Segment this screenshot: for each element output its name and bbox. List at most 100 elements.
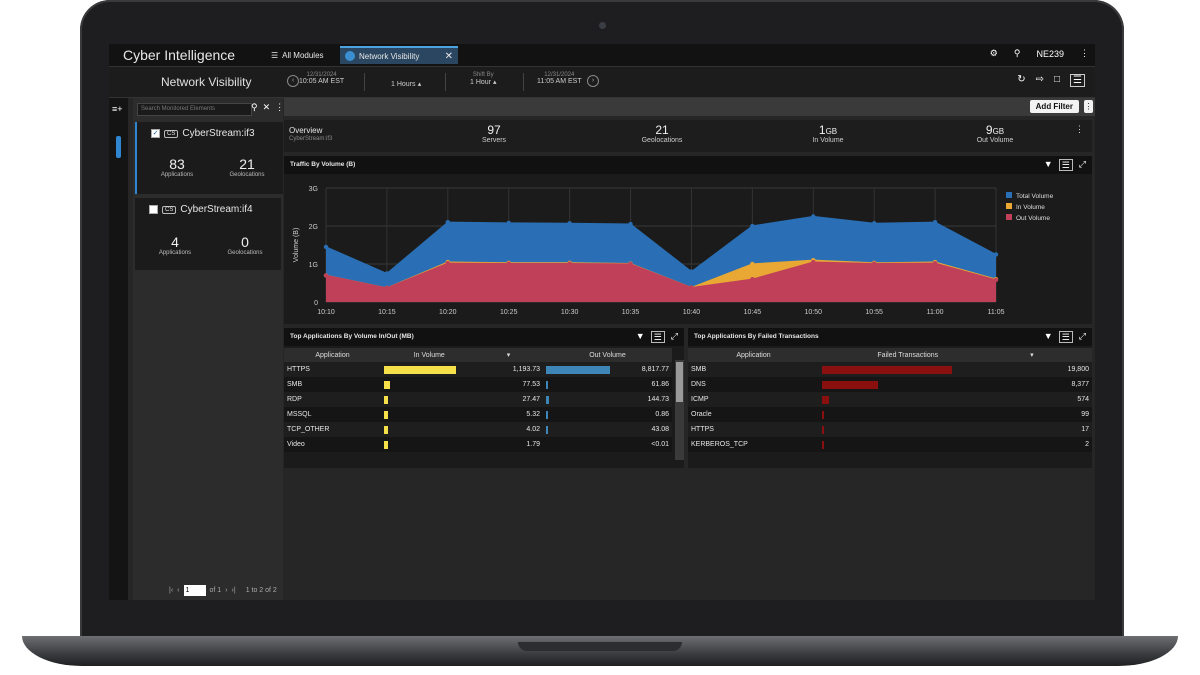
out-bar-cell — [543, 392, 619, 407]
panel-header: Top Applications By Failed Transactions … — [688, 328, 1092, 346]
first-page-icon[interactable]: |‹ — [169, 587, 174, 594]
filter-icon[interactable]: ▼ — [635, 331, 645, 341]
geolocations-label: Geolocations — [229, 172, 265, 178]
data-point — [445, 261, 451, 266]
column-header[interactable]: Application — [284, 348, 381, 362]
table-row[interactable]: RDP 27.47 144.73 — [284, 392, 672, 407]
table-row[interactable]: KERBEROS_TCP 2 — [688, 437, 1092, 452]
search-input[interactable]: Search Monitored Elements — [137, 103, 252, 116]
failed-bar-cell — [819, 422, 995, 437]
data-point — [689, 269, 694, 274]
shift-select[interactable]: Shift By 1 Hour ▴ — [470, 72, 496, 86]
filter-more-icon[interactable]: ⋮ — [1084, 100, 1093, 113]
element-card[interactable]: ✓ CS CyberStream:if3 83 Applications 21 … — [135, 122, 283, 194]
search-icon[interactable]: ⚲ — [1013, 48, 1021, 58]
failed-transactions-value: 17 — [995, 422, 1092, 437]
failed-bar-cell — [819, 392, 995, 407]
applications-label: Applications — [160, 172, 194, 178]
toolbar-icons: ↻ ⇨ □ ☰ — [1017, 74, 1085, 87]
column-header[interactable]: Application — [688, 348, 819, 362]
failed-bar-cell — [819, 377, 995, 392]
table-row[interactable]: Oracle 99 — [688, 407, 1092, 422]
series-line — [325, 261, 997, 289]
table-row[interactable]: ICMP 574 — [688, 392, 1092, 407]
menu-icon[interactable]: ☰ — [1058, 159, 1073, 171]
menu-icon[interactable]: ☰ — [1058, 331, 1073, 343]
add-filter-button[interactable]: Add Filter — [1029, 100, 1079, 113]
app-name: DNS — [688, 377, 819, 392]
data-point — [932, 220, 938, 225]
start-date: 12/31/2024 — [306, 72, 337, 78]
page-input[interactable]: 1 — [183, 585, 206, 596]
duration-select[interactable]: 1 Hours ▴ — [391, 79, 421, 88]
prev-page-icon[interactable]: ‹ — [177, 587, 180, 594]
in-volume-unit: GB — [825, 127, 838, 136]
selection-indicator — [116, 136, 121, 158]
expand-icon[interactable]: ⤢ — [1078, 159, 1086, 169]
out-volume-unit: GB — [992, 127, 1005, 136]
start-time[interactable]: 12/31/2024 10:05 AM EST — [299, 72, 344, 85]
x-tick-label: 10:30 — [561, 309, 579, 316]
failed-transactions-bar — [822, 365, 952, 374]
geolocations-stat: 21 Geolocations — [217, 156, 277, 178]
data-point — [750, 261, 755, 267]
start-time-value: 10:05 AM EST — [299, 78, 345, 85]
table-row[interactable]: HTTPS 1,193.73 8,817.77 — [284, 362, 672, 377]
x-tick-label: 11:05 — [988, 309, 1005, 316]
element-checkbox[interactable] — [149, 205, 158, 214]
search-icon[interactable]: ⚲ — [251, 102, 258, 112]
last-page-icon[interactable]: ›| — [231, 587, 236, 594]
column-header[interactable]: Failed Transactions ▾ — [819, 348, 1092, 362]
chevron-right-icon[interactable]: › — [587, 75, 599, 87]
data-point — [811, 214, 816, 219]
duration-value: 1 Hours — [391, 81, 416, 88]
menu-icon[interactable]: ☰ — [650, 331, 665, 343]
column-header[interactable]: In Volume ▾ — [381, 348, 543, 362]
filter-bar: Add Filter ⋮ — [284, 98, 1095, 116]
chevron-left-icon[interactable]: ‹ — [287, 75, 299, 87]
table-row[interactable]: DNS 8,377 — [688, 377, 1092, 392]
scrollbar-thumb[interactable] — [676, 362, 683, 402]
expand-icon[interactable]: ⤢ — [670, 331, 678, 341]
table-row[interactable]: MSSQL 5.32 0.86 — [284, 407, 672, 422]
save-icon[interactable]: □ — [1053, 74, 1061, 85]
next-page-icon[interactable]: › — [225, 587, 228, 594]
table-row[interactable]: TCP_OTHER 4.02 43.08 — [284, 422, 672, 437]
element-checkbox[interactable]: ✓ — [151, 129, 160, 138]
filter-icon[interactable]: ▼ — [1043, 159, 1053, 169]
tab-all-modules[interactable]: ☰ All Modules — [267, 46, 328, 64]
table-row[interactable]: HTTPS 17 — [688, 422, 1092, 437]
data-point — [445, 220, 451, 225]
panel-title: Top Applications By Failed Transactions — [694, 333, 819, 340]
export-icon[interactable]: ⇨ — [1035, 74, 1044, 85]
menu-icon[interactable]: ☰ — [1070, 74, 1085, 87]
tab-network-visibility[interactable]: Network Visibility ✕ — [340, 46, 458, 64]
series-line — [325, 215, 997, 275]
element-card[interactable]: CS CyberStream:if4 4 Applications 0 Geol… — [135, 198, 281, 270]
y-tick-label: 2G — [309, 224, 318, 231]
top-bar: Cyber Intelligence ☰ All Modules Network… — [109, 44, 1095, 67]
clear-icon[interactable]: ✕ — [262, 102, 271, 112]
scrollbar[interactable] — [675, 360, 684, 460]
in-volume-value: 5.32 — [462, 407, 543, 422]
table-row[interactable]: Video 1.79 <0.01 — [284, 437, 672, 452]
filter-icon[interactable]: ▼ — [1043, 331, 1053, 341]
table-row[interactable]: SMB 19,800 — [688, 362, 1092, 377]
add-element-icon[interactable]: ≡+ — [112, 104, 123, 114]
refresh-icon[interactable]: ↻ — [1017, 74, 1026, 85]
shortcut-icon[interactable]: ⚙ — [989, 48, 998, 58]
close-icon[interactable]: ✕ — [444, 50, 453, 62]
in-bar-cell — [381, 407, 462, 422]
out-bar-cell — [543, 437, 619, 452]
more-icon[interactable]: ⋮ — [275, 102, 285, 112]
column-header-label: In Volume — [413, 352, 445, 359]
end-time[interactable]: 12/31/2024 11:05 AM EST — [537, 72, 582, 85]
column-header[interactable]: Out Volume — [543, 348, 672, 362]
table-row[interactable]: SMB 77.53 61.86 — [284, 377, 672, 392]
expand-icon[interactable]: ⤢ — [1078, 331, 1086, 341]
overview-more-icon[interactable]: ⋮ — [1075, 124, 1084, 134]
user-name[interactable]: NE239 — [1036, 48, 1064, 59]
more-icon[interactable]: ⋮ — [1080, 48, 1089, 58]
cs-badge: CS — [162, 205, 177, 214]
x-tick-label: 11:00 — [927, 309, 944, 316]
